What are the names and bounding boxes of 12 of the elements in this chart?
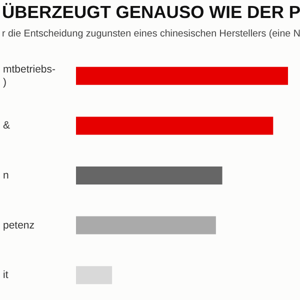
- y-tick-label: it: [3, 269, 8, 282]
- chart-subtitle: r die Entscheidung zugunsten eines chinesischen Herstellers (eine N: [2, 28, 300, 40]
- bar: [76, 266, 112, 284]
- bar: [76, 166, 222, 184]
- y-tick-label: &: [3, 120, 10, 132]
- y-tick-label: petenz: [3, 219, 35, 232]
- bar: [76, 216, 216, 234]
- chart-title: ÜBERZEUGT GENAUSO WIE DER P: [2, 2, 300, 22]
- y-tick-label: n: [3, 170, 9, 182]
- bar: [76, 66, 288, 85]
- bar: [76, 116, 274, 135]
- y-tick-label: mtbetriebs- ): [3, 63, 56, 88]
